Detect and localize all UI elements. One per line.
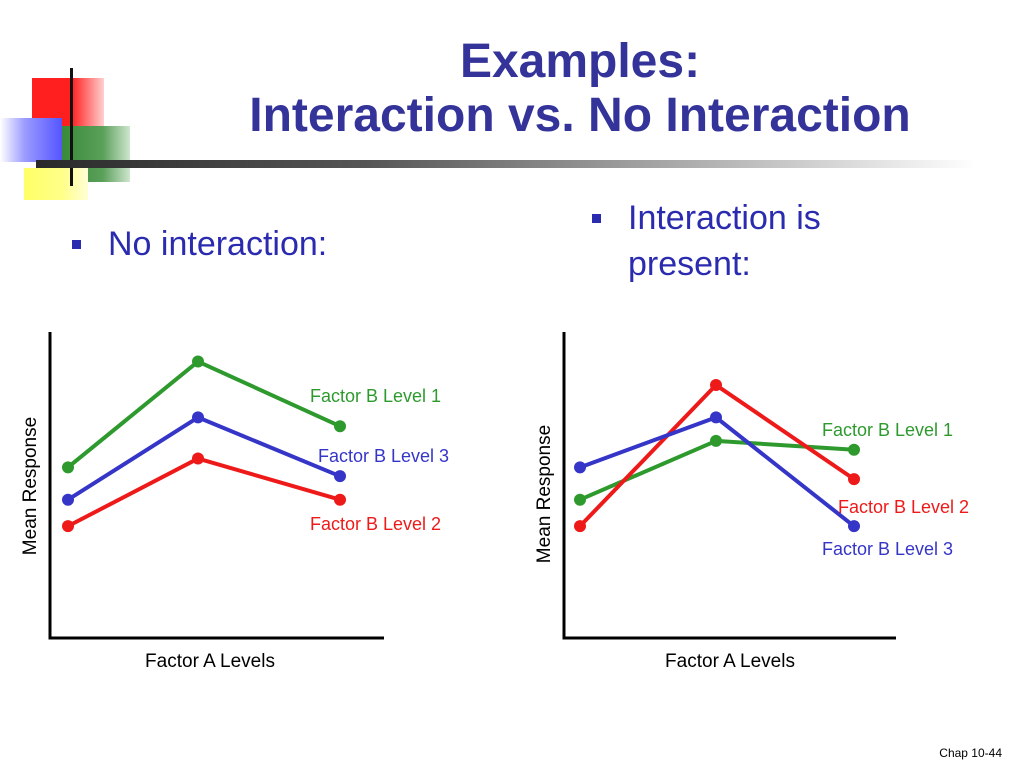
- slide-footer: Chap 10-44: [939, 746, 1002, 760]
- decor-vertical-line: [70, 68, 73, 186]
- y-axis-label: Mean Response: [20, 417, 41, 555]
- data-point: [62, 493, 74, 506]
- data-point: [334, 470, 346, 483]
- data-point: [848, 520, 860, 533]
- series-label: Factor B Level 2: [310, 514, 441, 534]
- series-line: [66, 359, 341, 469]
- data-point: [710, 434, 722, 447]
- data-point: [574, 493, 586, 506]
- data-point: [192, 355, 204, 368]
- data-point: [710, 411, 722, 424]
- bullet-square-icon: [72, 240, 81, 249]
- bullet-text-line2: present:: [628, 245, 751, 283]
- series-line: [67, 456, 341, 528]
- data-point: [710, 379, 722, 392]
- series-label: Factor B Level 2: [838, 497, 969, 517]
- data-point: [574, 520, 586, 533]
- slide-title-line2: Interaction vs. No Interaction: [249, 89, 911, 142]
- data-point: [334, 493, 346, 506]
- data-point: [574, 461, 586, 474]
- data-point: [192, 411, 204, 424]
- bullet-interaction-present: Interaction is present:: [592, 196, 892, 286]
- slide-title-line1: Examples:: [459, 35, 701, 88]
- series-line: [579, 415, 856, 528]
- series-line: [578, 383, 856, 528]
- data-point: [62, 461, 74, 474]
- x-axis-label: Factor A Levels: [145, 651, 275, 672]
- data-point: [848, 443, 860, 456]
- series-label: Factor B Level 3: [318, 446, 449, 466]
- series-label: Factor B Level 1: [310, 386, 441, 406]
- y-axis-label: Mean Response: [534, 425, 555, 563]
- x-axis-label: Factor A Levels: [665, 651, 795, 672]
- bullet-text: No interaction:: [108, 225, 328, 263]
- data-point: [192, 452, 204, 465]
- decor-yellow-square: [24, 168, 88, 200]
- data-point: [334, 420, 346, 433]
- series-label: Factor B Level 1: [822, 420, 953, 440]
- bullet-text-line1: Interaction is: [628, 199, 821, 237]
- bullet-no-interaction: No interaction:: [72, 222, 412, 266]
- data-point: [848, 473, 860, 486]
- decor-blue-square: [0, 118, 62, 162]
- series-label: Factor B Level 3: [822, 539, 953, 559]
- data-point: [62, 520, 74, 533]
- title-underline: [36, 160, 976, 168]
- bullet-square-icon: [592, 214, 601, 223]
